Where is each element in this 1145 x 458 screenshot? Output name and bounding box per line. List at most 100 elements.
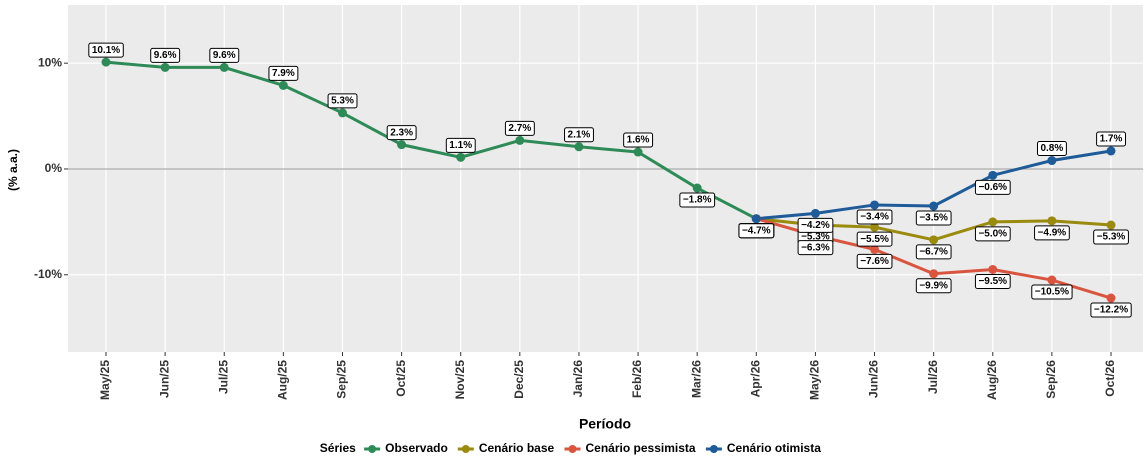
point (929, 201, 939, 211)
value-label-box (797, 240, 834, 256)
x-tick-label: Dec/25 (512, 360, 526, 399)
value-label-box (1093, 229, 1129, 245)
value-label-text: 9.6% (154, 50, 177, 61)
value-label: 1.7% (1096, 131, 1127, 147)
point (1047, 216, 1057, 226)
value-label-box (856, 209, 893, 225)
value-label: 1.1% (445, 137, 476, 153)
value-label-box (915, 244, 952, 260)
x-tick-label: Apr/26 (748, 360, 762, 398)
legend-label: Observado (385, 441, 448, 455)
value-label-text: −10.5% (1035, 287, 1069, 298)
point (988, 217, 998, 227)
legend-label: Cenário base (479, 441, 555, 455)
value-label-text: 7.9% (272, 68, 295, 79)
point (515, 135, 525, 145)
value-label-box (1090, 302, 1132, 318)
legend-key-dot (368, 445, 377, 453)
value-label-box (974, 273, 1011, 289)
value-label-text: −3.5% (919, 213, 948, 224)
value-label: 9.6% (150, 47, 181, 63)
x-axis-title: Período (579, 416, 631, 432)
value-label: −5.5% (856, 231, 893, 247)
point (988, 264, 998, 274)
point (278, 80, 288, 90)
point (397, 140, 407, 150)
value-label-text: −5.0% (978, 229, 1007, 240)
point (1106, 293, 1116, 303)
point (219, 62, 229, 72)
x-tick-label: Oct/25 (394, 360, 408, 397)
value-label-box (797, 217, 834, 233)
value-label-text: −6.3% (801, 242, 830, 253)
value-label-text: −5.5% (860, 234, 889, 245)
value-label: 5.3% (327, 93, 358, 109)
point (810, 208, 820, 218)
value-label-box (209, 47, 240, 63)
value-label-box (1036, 141, 1067, 157)
value-label: 0.8% (1036, 141, 1067, 157)
point (870, 200, 880, 210)
value-label-box (504, 120, 535, 136)
value-label: −5.3% (1093, 229, 1129, 245)
legend-label: Cenário pessimista (586, 441, 696, 455)
y-tick-label: 0% (45, 161, 63, 175)
value-label-box (856, 231, 893, 247)
value-label-text: −9.9% (919, 280, 948, 291)
x-tick-label: May/25 (98, 360, 112, 400)
value-label-text: −12.2% (1094, 305, 1128, 316)
value-label: −0.6% (974, 179, 1011, 195)
point (1106, 146, 1116, 156)
point (337, 108, 347, 118)
value-label: 9.6% (209, 47, 240, 63)
value-label-text: −5.3% (801, 232, 830, 243)
value-label: 7.9% (268, 65, 299, 81)
x-tick-label: Sep/26 (1044, 360, 1058, 399)
value-label: 2.7% (504, 120, 535, 136)
point (1047, 156, 1057, 166)
value-label-box (88, 42, 124, 58)
value-label: −4.2% (797, 217, 834, 233)
y-tick-label: 10% (38, 55, 62, 69)
value-label-text: 0.8% (1040, 143, 1063, 154)
value-label-text: −1.8% (683, 195, 712, 206)
point (101, 57, 111, 67)
value-label-box (150, 47, 181, 63)
x-tick-label: Mar/26 (689, 360, 703, 398)
value-label: −3.5% (915, 210, 952, 226)
legend-key-dot (568, 445, 577, 453)
value-label-box (915, 210, 952, 226)
value-label-box (974, 226, 1011, 242)
value-label-text: 9.6% (213, 50, 236, 61)
value-label: −9.5% (974, 273, 1011, 289)
value-label-box (564, 127, 594, 143)
point (1047, 275, 1057, 285)
value-label-text: 2.7% (508, 123, 531, 134)
legend: Séries Observado Cenário base Cenário pessi… (320, 441, 821, 455)
value-label: −6.7% (915, 244, 952, 260)
value-label: −4.9% (1034, 225, 1070, 241)
value-label: −3.4% (856, 209, 893, 225)
x-tick-label: Jul/26 (926, 360, 940, 394)
value-label-text: 1.7% (1100, 134, 1123, 145)
value-label-box (915, 278, 952, 294)
point (751, 214, 761, 224)
value-label-text: 5.3% (331, 96, 354, 107)
value-label-box (856, 253, 893, 269)
x-tick-label: Aug/25 (276, 360, 290, 400)
legend-key-dot (461, 445, 470, 453)
x-tick-label: Feb/26 (630, 360, 644, 398)
value-label: 2.3% (386, 125, 417, 141)
value-label-box (1031, 284, 1073, 300)
x-tick-label: May/26 (808, 360, 822, 400)
value-label-text: 1.1% (449, 140, 472, 151)
x-tick-label: Aug/26 (985, 360, 999, 400)
x-tick-label: Jun/26 (867, 360, 881, 398)
value-label-box (738, 223, 775, 239)
value-label-box (268, 65, 299, 81)
point (929, 235, 939, 245)
value-label-text: 10.1% (92, 45, 120, 56)
point (456, 152, 466, 162)
value-label-box (327, 93, 358, 109)
